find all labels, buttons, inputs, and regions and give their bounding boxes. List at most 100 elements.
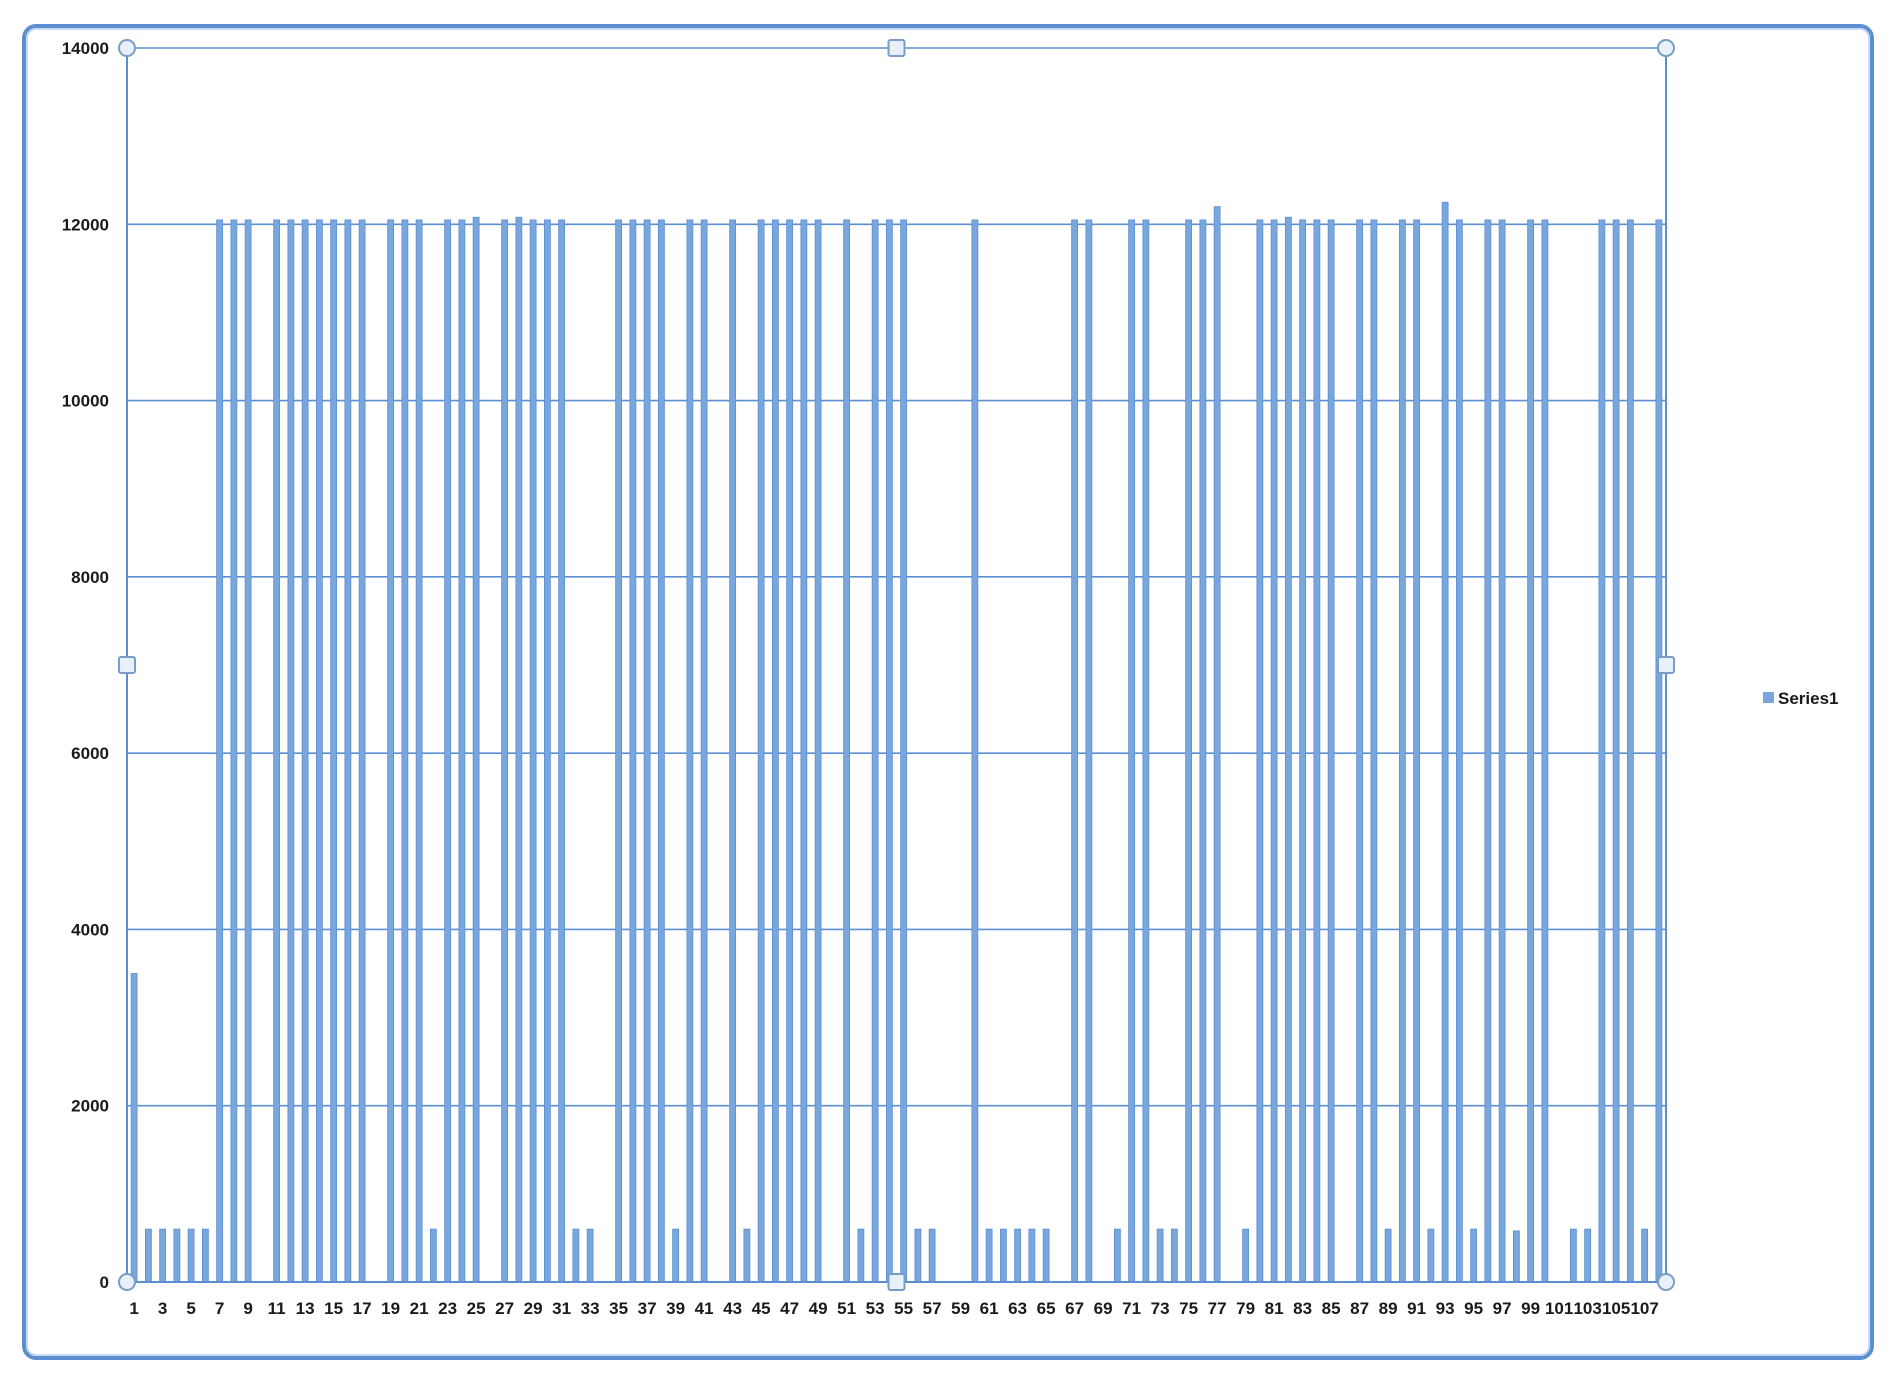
bar <box>971 219 979 1283</box>
x-tick-label: 5 <box>186 1299 195 1318</box>
bar <box>144 1228 152 1283</box>
x-tick-label: 89 <box>1379 1299 1398 1318</box>
bar <box>1071 219 1079 1283</box>
x-tick-label: 23 <box>438 1299 457 1318</box>
x-tick-label: 19 <box>381 1299 400 1318</box>
bar <box>999 1228 1007 1283</box>
bar <box>1384 1228 1392 1283</box>
gridlines <box>127 47 1666 1283</box>
corner-resize-handle[interactable] <box>118 1273 136 1291</box>
chart-frame[interactable] <box>22 24 1874 1360</box>
bar <box>900 219 908 1283</box>
x-tick-label: 41 <box>695 1299 714 1318</box>
x-tick-label: 11 <box>268 1299 286 1318</box>
axes <box>126 48 1667 1283</box>
bar <box>657 219 665 1283</box>
bar <box>529 219 537 1283</box>
bar <box>1413 219 1421 1283</box>
x-tick-label: 91 <box>1407 1299 1426 1318</box>
x-tick-label: 59 <box>951 1299 970 1318</box>
x-tick-label: 1 <box>129 1299 138 1318</box>
bar <box>472 216 480 1283</box>
x-tick-label: 51 <box>837 1299 856 1318</box>
bar <box>287 219 295 1283</box>
bar <box>743 1228 751 1283</box>
x-tick-label: 45 <box>752 1299 771 1318</box>
bar <box>729 219 737 1283</box>
bar <box>230 219 238 1283</box>
x-tick-label: 39 <box>666 1299 685 1318</box>
bar <box>1284 216 1292 1283</box>
bar <box>871 219 879 1283</box>
bar <box>1156 1228 1164 1283</box>
bar <box>629 219 637 1283</box>
bar <box>843 219 851 1283</box>
bar <box>515 216 523 1283</box>
x-tick-label: 7 <box>215 1299 224 1318</box>
bar <box>444 219 452 1283</box>
bar <box>1455 219 1463 1283</box>
bar <box>387 219 395 1283</box>
y-tick-label: 14000 <box>62 39 109 58</box>
bar <box>1185 219 1193 1283</box>
side-resize-handle[interactable] <box>887 39 906 57</box>
bar <box>173 1228 181 1283</box>
bar <box>1028 1228 1036 1283</box>
side-resize-handle[interactable] <box>887 1273 906 1291</box>
side-resize-handle[interactable] <box>118 656 136 674</box>
x-tick-label: 83 <box>1293 1299 1312 1318</box>
bar <box>1270 219 1278 1283</box>
bar <box>1014 1228 1022 1283</box>
bar <box>130 973 138 1283</box>
x-tick-label: 81 <box>1265 1299 1284 1318</box>
bar <box>1441 201 1449 1283</box>
x-tick-label: 49 <box>809 1299 828 1318</box>
legend-label: Series1 <box>1778 689 1839 708</box>
bar <box>757 219 765 1283</box>
x-tick-label: 15 <box>324 1299 343 1318</box>
y-tick-label: 0 <box>100 1273 109 1292</box>
bar <box>1142 219 1150 1283</box>
x-tick-label: 13 <box>296 1299 315 1318</box>
x-tick-label: 21 <box>410 1299 429 1318</box>
selection-handles[interactable] <box>118 39 1675 1291</box>
bar <box>415 219 423 1283</box>
bar <box>201 1228 209 1283</box>
bar <box>1356 219 1364 1283</box>
bar <box>1512 1230 1520 1283</box>
x-tick-label: 69 <box>1094 1299 1113 1318</box>
bar <box>1128 219 1136 1283</box>
side-resize-handle[interactable] <box>1657 656 1675 674</box>
x-tick-label: 3 <box>158 1299 167 1318</box>
x-tick-label: 73 <box>1151 1299 1170 1318</box>
bar <box>857 1228 865 1283</box>
bar <box>501 219 509 1283</box>
bar <box>800 219 808 1283</box>
x-tick-label: 31 <box>552 1299 571 1318</box>
bar <box>814 219 822 1283</box>
bar <box>558 219 566 1283</box>
bar <box>786 219 794 1283</box>
x-tick-label: 107 <box>1630 1299 1658 1318</box>
x-tick-label: 79 <box>1236 1299 1255 1318</box>
bar <box>1641 1228 1649 1283</box>
x-tick-label: 77 <box>1208 1299 1227 1318</box>
x-tick-label: 37 <box>638 1299 657 1318</box>
corner-resize-handle[interactable] <box>1657 39 1675 57</box>
y-tick-label: 8000 <box>71 568 109 587</box>
bar <box>1470 1228 1478 1283</box>
bar <box>1242 1228 1250 1283</box>
x-tick-label: 105 <box>1602 1299 1630 1318</box>
bar <box>1569 1228 1577 1283</box>
bar <box>1626 219 1634 1283</box>
bar <box>273 219 281 1283</box>
x-tick-label: 85 <box>1322 1299 1341 1318</box>
y-tick-label: 4000 <box>71 920 109 939</box>
bar <box>1313 219 1321 1283</box>
corner-resize-handle[interactable] <box>118 39 136 57</box>
corner-resize-handle[interactable] <box>1657 1273 1675 1291</box>
x-tick-label: 55 <box>894 1299 913 1318</box>
x-tick-label: 75 <box>1179 1299 1198 1318</box>
bar <box>1541 219 1549 1283</box>
